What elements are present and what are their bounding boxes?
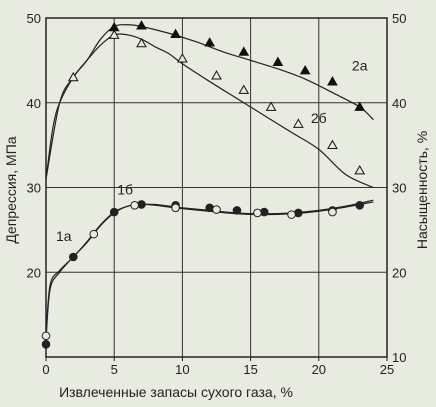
y-tick-label-left: 20 [27, 265, 41, 280]
series-line-4 [45, 201, 374, 336]
marker-triangle [204, 37, 216, 47]
y-tick-label-right: 20 [392, 265, 406, 280]
y-tick-label-right: 40 [392, 96, 406, 111]
series-line-2 [45, 33, 374, 189]
marker-triangle [170, 28, 181, 38]
x-axis-label: Извлеченные запасы сухого газа, % [59, 384, 293, 400]
y-tick-label-left: 50 [27, 11, 41, 26]
marker-circle [232, 206, 242, 215]
series-annotation: 2б [311, 110, 327, 126]
series-annotation: 2а [352, 58, 368, 74]
marker-circle [253, 208, 262, 218]
marker-circle [355, 200, 365, 210]
marker-triangle [327, 139, 338, 149]
marker-circle [41, 331, 51, 341]
x-tick-label: 10 [175, 362, 189, 377]
series-line-1 [45, 24, 374, 180]
marker-triangle [292, 118, 304, 128]
x-tick-label: 15 [243, 362, 257, 377]
y-tick-label-right: 10 [392, 350, 406, 365]
ticks: 0 5 10 15 20 25 20 30 40 50 10 20 30 40 50 [27, 11, 407, 377]
series-annotation: 1б [117, 181, 133, 197]
y-axis-label-right: Насыщенность, % [414, 131, 430, 249]
series-curves [45, 24, 374, 341]
marker-triangle [238, 46, 250, 56]
marker-triangle [211, 70, 222, 80]
marker-triangle [327, 76, 338, 86]
marker-triangle [136, 20, 147, 30]
marker-circle [68, 252, 78, 262]
marker-circle [171, 203, 180, 213]
plot-frame [45, 17, 388, 358]
marker-triangle [272, 56, 284, 66]
marker-triangle [299, 65, 311, 75]
series-markers [41, 20, 366, 349]
y-tick-label-right: 30 [392, 181, 406, 196]
marker-triangle [238, 84, 250, 94]
y-tick-label-left: 30 [27, 181, 41, 196]
annotations: 2а 2б 1б 1а [56, 58, 368, 244]
x-tick-label: 5 [111, 362, 118, 377]
y-tick-label-right: 50 [392, 11, 406, 26]
x-tick-label: 0 [42, 362, 49, 377]
marker-triangle [354, 165, 366, 175]
marker-circle [287, 210, 296, 219]
y-axis-label-left: Депрессия, МПа [3, 136, 19, 243]
series-line-3 [45, 199, 374, 341]
marker-circle [89, 229, 99, 239]
grid [46, 18, 387, 357]
series-annotation: 1а [56, 228, 72, 244]
marker-triangle [177, 53, 188, 63]
marker-circle [212, 205, 221, 214]
marker-circle [109, 207, 119, 217]
marker-circle [328, 207, 337, 217]
x-tick-label: 20 [312, 362, 326, 377]
y-tick-label-left: 40 [27, 96, 41, 111]
marker-triangle [108, 29, 120, 39]
marker-triangle [265, 101, 277, 111]
marker-triangle [67, 71, 79, 82]
marker-circle [130, 200, 139, 210]
x-tick-label: 25 [380, 362, 394, 377]
marker-circle [41, 339, 51, 349]
marker-triangle [354, 101, 366, 111]
marker-triangle [136, 37, 147, 48]
